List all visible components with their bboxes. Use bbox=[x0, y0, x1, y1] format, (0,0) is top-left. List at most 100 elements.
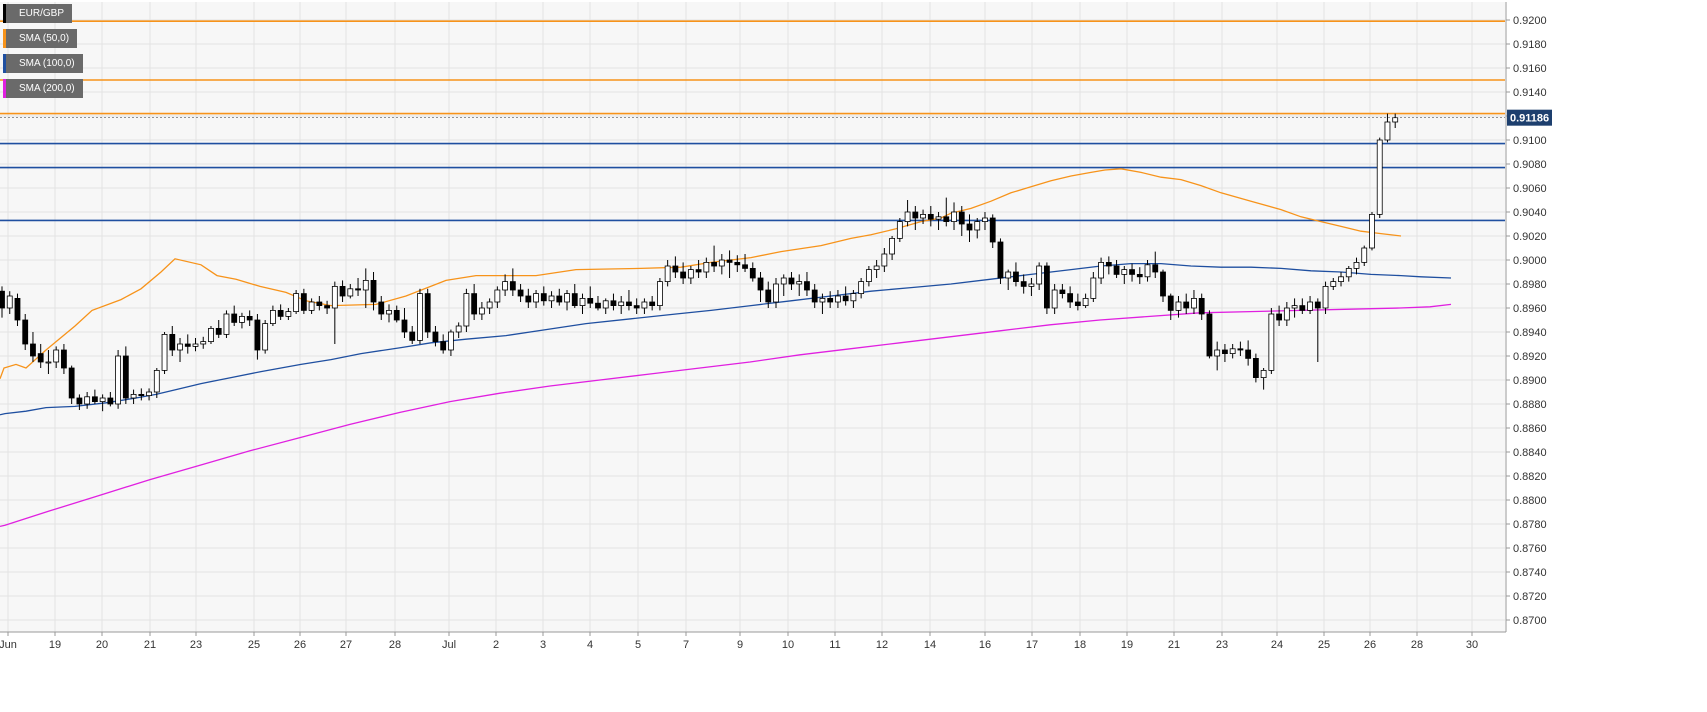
candle bbox=[1314, 298, 1321, 362]
candle-body bbox=[393, 309, 400, 321]
candle-body bbox=[1361, 247, 1368, 263]
candle bbox=[1268, 308, 1275, 374]
candle-body bbox=[773, 283, 779, 303]
candle bbox=[122, 346, 129, 404]
candle-body bbox=[1338, 276, 1344, 282]
candle bbox=[1229, 344, 1236, 359]
candle bbox=[1384, 113, 1391, 143]
candle bbox=[463, 288, 470, 332]
candle bbox=[1144, 260, 1151, 282]
candle-body bbox=[115, 355, 121, 405]
candle bbox=[6, 291, 13, 314]
candle bbox=[107, 392, 114, 407]
candle-body bbox=[1090, 277, 1097, 299]
current-price-tag bbox=[1507, 109, 1552, 126]
candle bbox=[239, 312, 245, 329]
candle bbox=[1291, 298, 1298, 318]
candle-body bbox=[997, 241, 1004, 279]
candle-body bbox=[672, 265, 679, 273]
candle-body bbox=[1376, 139, 1383, 215]
candle-body bbox=[1082, 297, 1089, 306]
candle-body bbox=[331, 285, 338, 309]
candle bbox=[533, 290, 539, 308]
legend-item-sma-200[interactable]: SMA (200,0) bbox=[3, 79, 83, 98]
candle bbox=[455, 322, 462, 338]
candle-body bbox=[835, 295, 841, 303]
candle bbox=[626, 290, 632, 311]
candle bbox=[1338, 272, 1344, 287]
candle-body bbox=[1059, 289, 1066, 294]
candle-body bbox=[958, 211, 965, 225]
candle bbox=[680, 262, 687, 284]
candle-body bbox=[200, 341, 207, 345]
candle bbox=[896, 218, 903, 242]
candle-body bbox=[246, 315, 253, 321]
legend-item-sma-50[interactable]: SMA (50,0) bbox=[3, 29, 78, 48]
candle-body bbox=[355, 288, 361, 291]
legend-item-sma-100[interactable]: SMA (100,0) bbox=[3, 54, 83, 73]
candle-body bbox=[293, 293, 300, 313]
candle bbox=[215, 320, 222, 338]
candle bbox=[1175, 296, 1182, 318]
candle-body bbox=[633, 305, 640, 309]
grid bbox=[0, 2, 1505, 632]
candle bbox=[324, 300, 330, 314]
candle-body bbox=[610, 300, 617, 306]
candle-body bbox=[1136, 273, 1143, 278]
candle bbox=[641, 298, 648, 314]
y-tick-label: 0.9060 bbox=[1513, 183, 1547, 195]
candle-body bbox=[757, 277, 764, 291]
candle bbox=[1051, 284, 1058, 314]
candle bbox=[672, 256, 679, 278]
x-tick-label: 7 bbox=[683, 639, 689, 651]
candle bbox=[293, 290, 300, 314]
candle-body bbox=[138, 393, 145, 396]
candle bbox=[502, 274, 509, 296]
x-tick-label: 5 bbox=[635, 639, 641, 651]
candle bbox=[989, 214, 996, 248]
candle-body bbox=[1198, 297, 1205, 315]
current-price-label: 0.91186 bbox=[1510, 113, 1549, 125]
candle-body bbox=[1005, 271, 1012, 279]
candle-body bbox=[1353, 261, 1360, 269]
candle-body bbox=[76, 397, 83, 405]
x-tick-label: 30 bbox=[1466, 639, 1478, 651]
x-tick-label: 10 bbox=[782, 639, 794, 651]
x-tick-label: 24 bbox=[1271, 639, 1283, 651]
legend-item-eurgbp[interactable]: EUR/GBP bbox=[3, 4, 73, 23]
candle bbox=[316, 296, 323, 311]
candle bbox=[966, 214, 973, 242]
candle-body bbox=[912, 211, 919, 219]
candle-body bbox=[362, 279, 369, 291]
candle bbox=[1105, 256, 1112, 275]
y-tick-label: 0.9000 bbox=[1513, 255, 1547, 267]
candle bbox=[1222, 344, 1228, 362]
candle bbox=[76, 394, 83, 410]
candle bbox=[873, 260, 880, 278]
x-tick-label: 23 bbox=[190, 639, 202, 651]
candle-body bbox=[1322, 285, 1329, 309]
candle bbox=[819, 293, 826, 314]
candle-body bbox=[711, 261, 717, 267]
candle bbox=[850, 290, 857, 308]
candle bbox=[254, 314, 261, 360]
candle-body bbox=[192, 343, 199, 347]
y-tick-label: 0.8880 bbox=[1513, 399, 1547, 411]
x-tick-label: Jun bbox=[0, 639, 17, 651]
x-tick-label: 18 bbox=[1074, 639, 1086, 651]
candle bbox=[192, 338, 199, 352]
candle bbox=[1369, 212, 1375, 251]
candle bbox=[951, 202, 957, 230]
candle-body bbox=[1229, 348, 1236, 354]
candle bbox=[780, 274, 787, 296]
y-tick-label: 0.8940 bbox=[1513, 327, 1547, 339]
candle-body bbox=[122, 355, 129, 399]
candle bbox=[889, 236, 895, 260]
candle-body bbox=[184, 343, 191, 347]
candle bbox=[835, 290, 841, 308]
y-tick-label: 0.9040 bbox=[1513, 207, 1547, 219]
candle-body bbox=[1260, 369, 1267, 378]
candle-body bbox=[595, 302, 601, 309]
candle-body bbox=[37, 353, 44, 363]
candle bbox=[1206, 310, 1213, 359]
